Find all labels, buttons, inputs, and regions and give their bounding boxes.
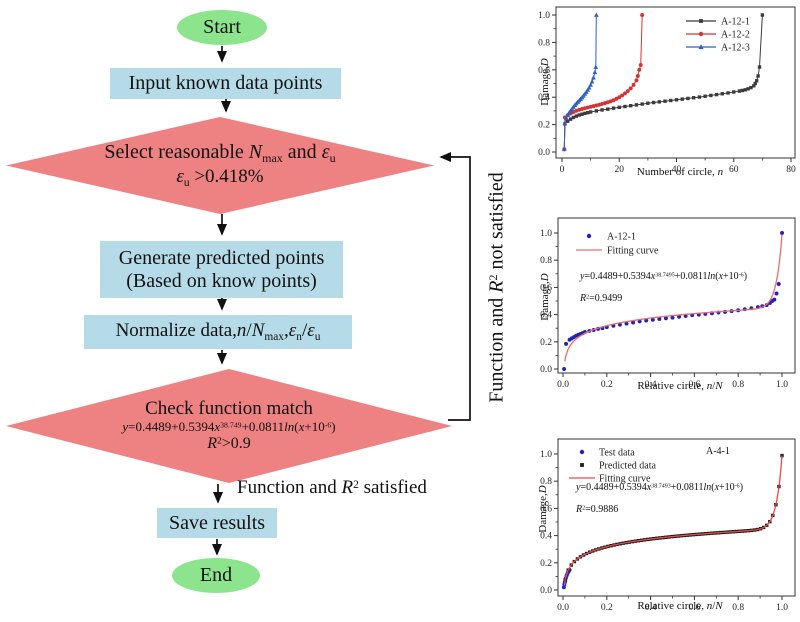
chart2-y-axis-title: Damage,D — [537, 485, 549, 533]
svg-text:Predicted data: Predicted data — [599, 461, 656, 472]
generate-process-node: Generate predicted points (Based on know… — [100, 241, 343, 298]
fitting-chart-a12-1: 0.0 0.2 0.4 0.6 0.8 1.0 0.0 0.2 0.4 0.6 0.8 1.0 A-12… — [540, 217, 796, 390]
svg-text:0.6: 0.6 — [540, 283, 552, 293]
svg-text:0.8: 0.8 — [732, 380, 744, 390]
input-process-node: Input known data points — [110, 68, 341, 99]
prediction-chart-a4-1: 0.0 0.2 0.4 0.6 0.8 1.0 0.0 0.2 0.4 0.6 0.8 1.0 Test… — [540, 438, 796, 613]
svg-text:A-12-3: A-12-3 — [721, 43, 750, 54]
generate-line2: (Based on know points) — [126, 269, 317, 292]
svg-text:1.0: 1.0 — [776, 380, 788, 390]
svg-text:0.2: 0.2 — [601, 380, 613, 390]
satisfied-branch-label: Function and R2 satisfied — [237, 477, 427, 498]
svg-text:0.0: 0.0 — [538, 148, 550, 158]
cycles-damage-chart: 0 20 40 60 80 0.0 0.2 0.4 0.6 0.8 1.0 A-12-1 A-12-2 A… — [538, 6, 796, 175]
chart1-y-axis-title: Damage,D — [539, 273, 551, 321]
svg-text:1.0: 1.0 — [540, 450, 552, 460]
svg-text:A-12-1: A-12-1 — [607, 232, 636, 243]
svg-text:Fitting curve: Fitting curve — [607, 246, 659, 257]
save-process-node: Save results — [157, 508, 277, 538]
svg-text:0.8: 0.8 — [538, 38, 550, 48]
svg-text:0.8: 0.8 — [540, 256, 552, 266]
start-label: Start — [203, 16, 241, 38]
svg-text:0.0: 0.0 — [540, 365, 552, 375]
svg-text:1.0: 1.0 — [538, 11, 550, 21]
decision2-line1: Check function match — [145, 398, 313, 420]
svg-text:Test data: Test data — [599, 448, 635, 459]
svg-text:0.4: 0.4 — [540, 532, 552, 542]
chart2-x-axis-title: Relative circle, n/N — [637, 600, 723, 612]
chart1-x-axis-title: Relative circle, n/N — [637, 380, 723, 392]
svg-text:0.8: 0.8 — [732, 603, 744, 613]
svg-text:0.2: 0.2 — [540, 338, 552, 348]
svg-text:0.4: 0.4 — [645, 380, 657, 390]
normalize-label: Normalize data,n/Nmax,εn/εu — [115, 319, 321, 343]
svg-text:1.0: 1.0 — [540, 229, 552, 239]
start-node: Start — [177, 10, 267, 45]
svg-text:80: 80 — [786, 165, 796, 175]
end-node: End — [172, 558, 260, 593]
decision2-r2: R2>0.9 — [207, 435, 251, 453]
svg-text:Fitting curve: Fitting curve — [599, 474, 651, 485]
chart0-y-axis-title: Damage,D — [539, 58, 551, 106]
svg-text:0.2: 0.2 — [540, 559, 552, 569]
end-label: End — [199, 564, 233, 586]
chart2-r2: R2=0.9886 — [576, 504, 619, 515]
chart0-x-axis-title: Number of circle, n — [636, 166, 724, 178]
svg-text:0.2: 0.2 — [538, 121, 550, 131]
svg-text:0.6: 0.6 — [688, 380, 700, 390]
svg-text:A-12-1: A-12-1 — [721, 17, 750, 28]
svg-text:40: 40 — [672, 165, 682, 175]
svg-text:0.6: 0.6 — [540, 504, 552, 514]
svg-text:0.4: 0.4 — [645, 603, 657, 613]
chart2-equation: y=0.4489+0.5394x38.7493+0.0811ln(x+10-6) — [576, 482, 744, 493]
svg-text:1.0: 1.0 — [776, 603, 788, 613]
svg-text:0.0: 0.0 — [557, 380, 569, 390]
chart2-panel-label: A-4-1 — [706, 446, 730, 457]
chart1-r2: R2=0.9499 — [580, 293, 623, 304]
feedback-loop-arrow — [439, 151, 471, 421]
input-label: Input known data points — [128, 72, 323, 94]
svg-text:0.6: 0.6 — [688, 603, 700, 613]
svg-text:0.0: 0.0 — [557, 603, 569, 613]
svg-text:0.6: 0.6 — [538, 66, 550, 76]
svg-text:0.4: 0.4 — [538, 93, 550, 103]
svg-text:0.2: 0.2 — [601, 603, 613, 613]
svg-text:20: 20 — [615, 165, 625, 175]
save-label: Save results — [168, 511, 266, 534]
svg-text:0.0: 0.0 — [540, 586, 552, 596]
normalize-process-node: Normalize data,n/Nmax,εn/εu — [84, 315, 352, 349]
svg-text:60: 60 — [729, 165, 739, 175]
decision1-line1: Select reasonable Nmax and εu — [104, 140, 336, 166]
svg-text:0.8: 0.8 — [540, 477, 552, 487]
svg-text:0: 0 — [560, 165, 565, 175]
svg-text:A-12-2: A-12-2 — [721, 30, 750, 41]
svg-text:0.4: 0.4 — [540, 311, 552, 321]
generate-line1: Generate predicted points — [118, 246, 325, 269]
decision1-line2: εu >0.418% — [176, 165, 264, 189]
decision2-equation: y=0.4489+0.5394x38.749+0.0811ln(x+10-6) — [122, 419, 336, 435]
chart1-equation: y=0.4489+0.5394x38.7495+0.0811ln(x+10-6) — [580, 271, 748, 282]
